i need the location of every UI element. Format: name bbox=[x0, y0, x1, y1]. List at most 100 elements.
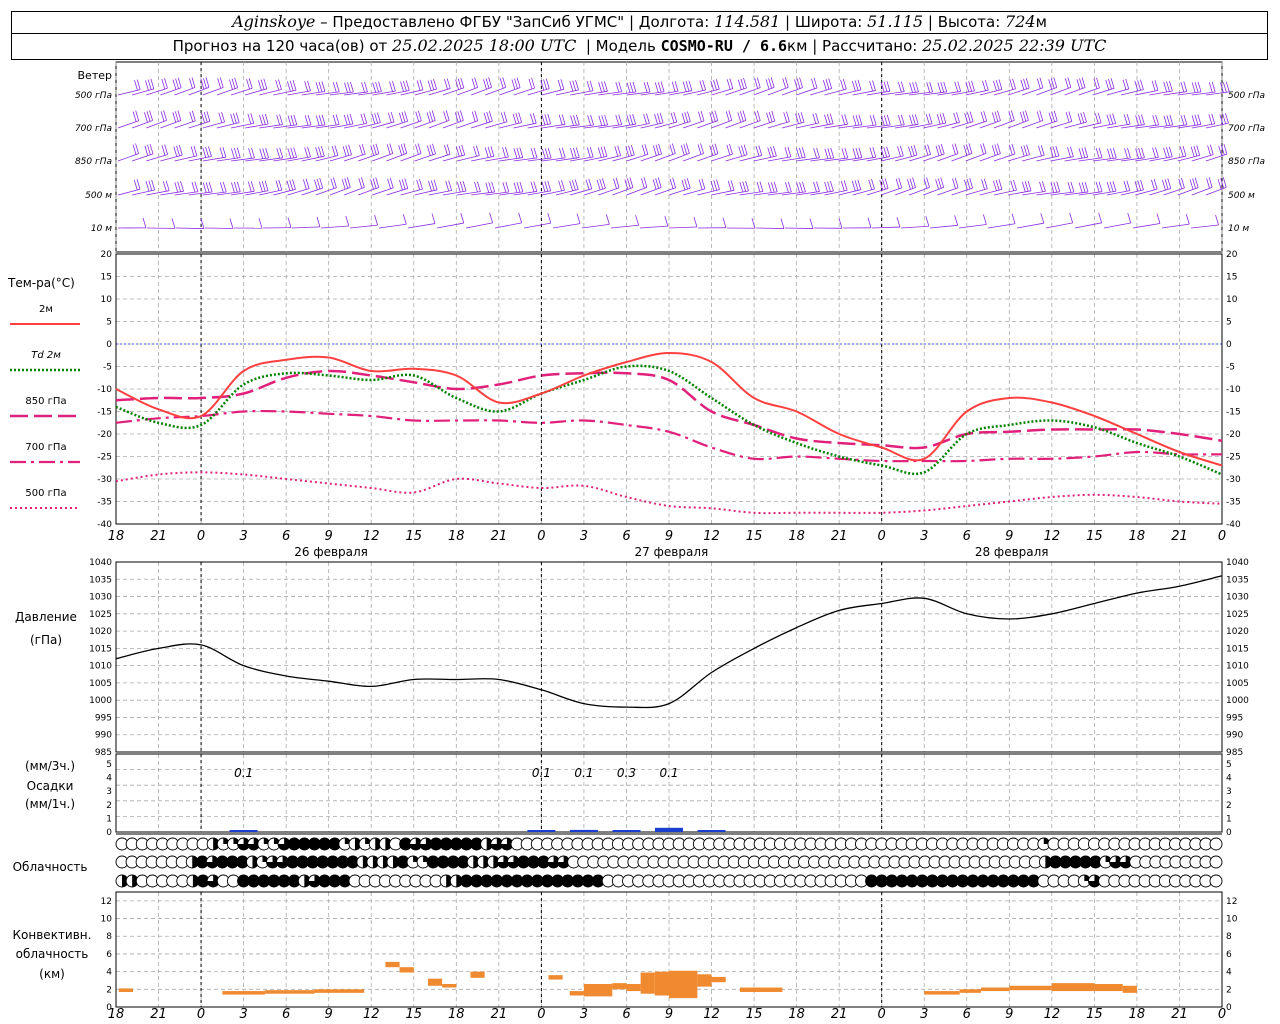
precip-bar bbox=[697, 830, 726, 832]
wind-barb-feather bbox=[292, 179, 296, 190]
time-tick-label: 9 bbox=[1005, 529, 1013, 544]
time-tick-label: 0 bbox=[197, 1007, 205, 1022]
y-tick-left: 0 bbox=[106, 828, 112, 838]
pressure-y-axis: 1040 1040 1035 1035 1030 1030 1025 1025 1020 1020… bbox=[89, 558, 1249, 758]
cloud-three-quarter bbox=[547, 856, 560, 868]
wind-barb-feather bbox=[474, 110, 479, 121]
wind-barb-feather bbox=[618, 114, 623, 125]
wind-barb-feather bbox=[796, 148, 800, 159]
wind-barb-shaft bbox=[894, 154, 918, 162]
wind-barb-feather bbox=[816, 181, 820, 192]
wind-barb-shaft bbox=[400, 120, 422, 129]
wind-barb-feather bbox=[161, 79, 166, 90]
wind-barb-feather bbox=[900, 81, 905, 92]
wind-barb-feather bbox=[597, 147, 602, 158]
wind-barb-feather bbox=[770, 146, 774, 157]
wind-barb-feather bbox=[943, 81, 948, 92]
wind-barb-feather bbox=[191, 110, 196, 121]
wind-barb-feather bbox=[796, 182, 800, 193]
wind-barb-shaft bbox=[245, 190, 269, 196]
wind-barb-shaft bbox=[555, 89, 579, 96]
wind-barb-shaft bbox=[852, 156, 876, 162]
wind-barb-feather bbox=[1178, 178, 1183, 189]
wind-barb-feather bbox=[1036, 78, 1041, 89]
wind-barb-feather bbox=[641, 145, 646, 156]
wind-barb-feather bbox=[173, 146, 178, 157]
wind-level-label-right: 500 гПа bbox=[1228, 91, 1265, 101]
y-tick-right: -20 bbox=[1226, 430, 1241, 440]
wind-barb-feather bbox=[1039, 77, 1044, 88]
cloud-full bbox=[537, 856, 550, 868]
wind-barb-feather bbox=[335, 81, 340, 92]
wind-barb-feather bbox=[1024, 181, 1029, 192]
cloud-full bbox=[328, 875, 341, 887]
conv-cloud-block bbox=[569, 991, 584, 996]
cloud-full bbox=[926, 875, 939, 887]
precip-bar bbox=[655, 827, 683, 832]
temp-grid-v bbox=[115, 254, 1223, 524]
provider: Предоставлено ФГБУ "ЗапСиб УГМС" bbox=[332, 13, 625, 31]
wind-barb-shaft bbox=[513, 122, 537, 129]
wind-barb-feather bbox=[404, 111, 409, 122]
wind-barb-feather bbox=[251, 147, 255, 159]
time-tick-label: 9 bbox=[665, 529, 673, 544]
wind-barb-feather bbox=[954, 215, 959, 226]
wind-barb-shaft bbox=[711, 120, 732, 129]
wind-barb-feather bbox=[531, 77, 536, 89]
wind-barb-feather bbox=[681, 112, 686, 124]
wind-barb-feather bbox=[586, 81, 591, 92]
wind-barb-feather bbox=[162, 181, 167, 192]
wind-barb-feather bbox=[785, 182, 789, 193]
y-tick-right: -10 bbox=[1226, 385, 1241, 395]
wind-barb-feather bbox=[1185, 214, 1190, 225]
wind-barb-feather bbox=[1190, 146, 1195, 157]
wind-barb-feather bbox=[737, 112, 742, 123]
wind-barb-shaft bbox=[216, 122, 240, 129]
cloud-three-quarter bbox=[278, 838, 291, 850]
wind-barb-feather bbox=[869, 147, 874, 158]
wind-barb-feather bbox=[334, 145, 339, 156]
wind-barb-shaft bbox=[1205, 187, 1227, 196]
conv-cloud-block bbox=[980, 987, 1010, 992]
wind-barb-feather bbox=[1036, 111, 1041, 122]
header-line-1: Aginskoye – Предоставлено ФГБУ "ЗапСиб У… bbox=[11, 11, 1268, 34]
wind-barb-feather bbox=[231, 78, 236, 89]
wind-barb-feather bbox=[625, 146, 630, 157]
conv-cloud-block bbox=[654, 971, 669, 996]
wind-barb-shaft bbox=[442, 120, 464, 129]
wind-barb-feather bbox=[398, 145, 403, 156]
wind-barb-feather bbox=[276, 148, 281, 159]
wind-barb-feather bbox=[813, 77, 818, 89]
wind-barb-feather bbox=[1048, 112, 1053, 123]
wind-barb-shaft bbox=[541, 189, 565, 196]
wind-barb-feather bbox=[980, 144, 984, 155]
wind-barb-feather bbox=[1109, 148, 1114, 159]
time-tick-label: 15 bbox=[746, 529, 763, 544]
y-tick-right: 1010 bbox=[1226, 662, 1249, 672]
wind-barb-feather bbox=[1012, 78, 1016, 89]
wind-barb-shaft bbox=[824, 157, 848, 162]
wind-barb-feather bbox=[293, 147, 298, 158]
cloud-full bbox=[977, 875, 990, 887]
time-tick-label: 3 bbox=[920, 1007, 928, 1022]
y-tick-right: 0 bbox=[1226, 828, 1232, 838]
wind-barb-shaft bbox=[1078, 122, 1102, 129]
wind-barb-feather bbox=[319, 177, 324, 189]
time-tick-label: 12 bbox=[363, 529, 380, 544]
wind-barb-shaft bbox=[923, 122, 946, 129]
conv-cloud-block bbox=[399, 967, 414, 973]
wind-barb-feather bbox=[840, 180, 845, 192]
wind-barb-feather bbox=[1166, 81, 1170, 92]
wind-barb-feather bbox=[709, 112, 714, 123]
wind-barb-shaft bbox=[414, 120, 436, 129]
y-tick-right: 5 bbox=[1226, 318, 1232, 328]
wind-barb-feather bbox=[1222, 82, 1227, 93]
wind-barb-shaft bbox=[767, 121, 790, 129]
wind-barb-feather bbox=[318, 81, 323, 93]
wind-barb-feather bbox=[1107, 148, 1111, 159]
wind-barb-feather bbox=[292, 80, 297, 91]
wind-barb-shaft bbox=[358, 153, 380, 162]
wind-barb-feather bbox=[446, 78, 451, 89]
cloud-three-quarter bbox=[1109, 856, 1122, 868]
